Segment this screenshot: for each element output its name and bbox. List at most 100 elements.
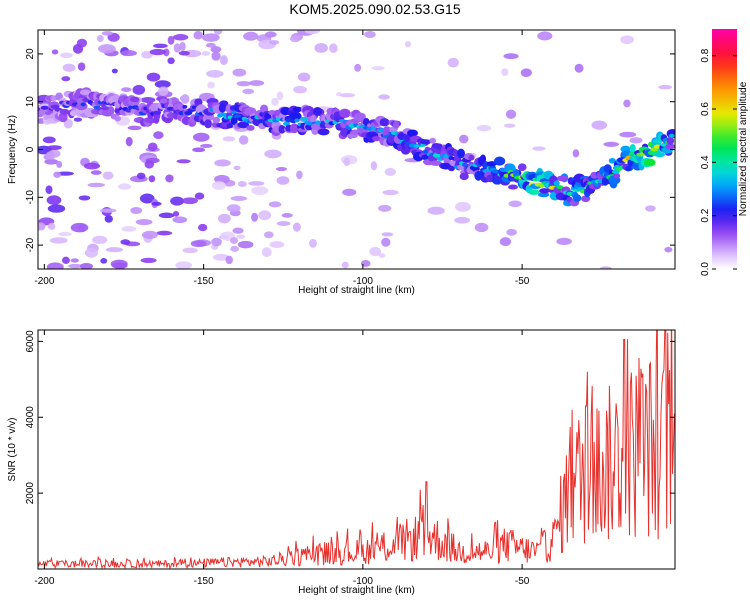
ridge-blob (629, 143, 636, 153)
spectral-blob (211, 237, 222, 247)
ridge-blob (212, 116, 221, 124)
spectral-blob (47, 222, 56, 230)
spectrogram (38, 30, 675, 269)
spectral-blob (499, 237, 512, 247)
spectral-blob (269, 241, 285, 248)
spectral-blob (140, 257, 157, 264)
ridge-core (182, 104, 188, 109)
spectral-blob (258, 210, 272, 221)
ridge-blob (608, 157, 616, 164)
spectral-blob (205, 69, 224, 78)
spectral-blob (620, 35, 635, 45)
spectral-blob (173, 43, 181, 53)
spectral-blob (45, 185, 53, 195)
spectral-blob (378, 253, 386, 258)
snr-series-line (38, 330, 675, 569)
spectral-blob (76, 38, 88, 48)
spectral-blob (70, 222, 89, 233)
y-tick-label: -20 (25, 237, 36, 252)
spectral-blob (504, 123, 516, 128)
ridge-blob (129, 96, 140, 103)
x-tick-label: -50 (515, 276, 530, 287)
ridge-blob (447, 165, 455, 172)
spectral-blob (90, 170, 102, 175)
spectral-blob (506, 228, 517, 236)
spectral-blob (275, 166, 288, 172)
ridge-blob (624, 166, 632, 172)
spectral-blob (73, 117, 82, 122)
ridge-blob (613, 172, 621, 179)
spectral-blob (343, 157, 351, 167)
spectral-blob (520, 68, 532, 77)
spectral-blob (135, 218, 153, 226)
spectral-blob (236, 234, 246, 239)
spectral-blob (192, 132, 210, 142)
ridge-blob (318, 128, 330, 136)
spectral-blob (230, 195, 248, 201)
spectral-blob (248, 181, 265, 186)
spectral-blob (158, 86, 169, 96)
x-tick-label: -200 (34, 576, 54, 587)
x-axis-label: Height of straight line (km) (298, 285, 415, 296)
spectral-blob (62, 63, 76, 72)
ridge-core (668, 133, 675, 138)
spectral-blob (268, 40, 280, 45)
spectral-blob (214, 159, 231, 167)
spectral-blob (194, 192, 205, 200)
spectral-blob (125, 136, 133, 147)
spectral-blob (230, 237, 238, 244)
spectral-blob (46, 262, 64, 269)
ridge-core (125, 108, 133, 113)
ridge-blob (194, 98, 203, 106)
ridge-blob (79, 89, 92, 96)
spectral-blob (619, 131, 637, 138)
ridge-blob (643, 158, 656, 167)
spectral-blob (68, 263, 83, 269)
colorbar-tick-label: 0.8 (700, 48, 711, 62)
spectral-blob (603, 141, 620, 147)
spectral-blob (167, 35, 175, 45)
spectral-blob (87, 182, 105, 188)
spectral-blob (271, 97, 279, 106)
spectral-blob (339, 93, 356, 98)
ridge-core (178, 111, 185, 116)
ridge-blob (654, 152, 666, 158)
spectral-blob (146, 72, 161, 82)
spectral-blob (197, 223, 208, 232)
spectral-blob (474, 222, 489, 233)
spectral-blob (505, 109, 517, 119)
spectral-blob (178, 50, 190, 56)
spectral-blob (92, 235, 108, 245)
ridge-core (40, 105, 49, 110)
spectral-blob (47, 204, 66, 213)
spectral-blob (645, 205, 656, 212)
ridge-core (233, 114, 242, 119)
spectral-blob (100, 257, 108, 264)
spectral-blob (83, 162, 101, 170)
spectral-blob (158, 212, 175, 219)
ridge-blob (310, 114, 317, 124)
spectral-blob (147, 142, 158, 152)
ridge-core (556, 185, 564, 190)
spectral-blob (42, 136, 56, 144)
spectral-blob (53, 171, 62, 178)
spectral-blob (44, 158, 59, 165)
chart-title: KOM5.2025.090.02.53.G15 (289, 1, 461, 17)
ridge-core (300, 116, 308, 121)
spectral-blob (309, 238, 317, 248)
ridge-blob (371, 135, 381, 142)
ridge-blob (556, 175, 569, 182)
spectral-blob (296, 170, 303, 180)
spectral-blob (226, 204, 241, 213)
spectral-blob (237, 240, 254, 249)
ridge-blob (292, 106, 303, 113)
spectral-blob (236, 81, 252, 87)
spectral-blob (102, 171, 114, 180)
bottom-plot-frame (37, 329, 676, 570)
spectral-blob (156, 230, 173, 236)
spectral-blob (153, 43, 168, 49)
spectral-blob (51, 49, 59, 55)
spectral-blob (201, 33, 220, 42)
spectral-blob (447, 57, 459, 68)
